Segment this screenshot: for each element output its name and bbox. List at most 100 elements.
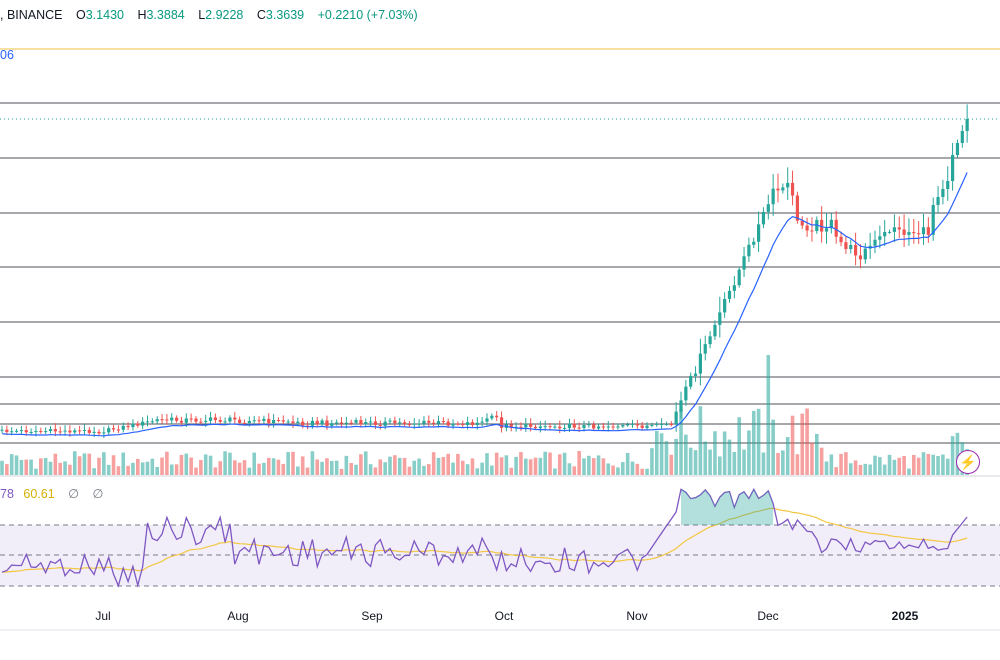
candle-body — [621, 425, 625, 427]
volume-bar — [916, 457, 921, 475]
volume-bar — [494, 452, 499, 475]
volume-bar — [140, 462, 145, 475]
volume-bar — [184, 453, 189, 475]
candle-body — [965, 119, 969, 131]
volume-bar — [873, 455, 877, 475]
candle-body — [131, 423, 135, 428]
candle-body — [369, 421, 373, 423]
candle-body — [533, 426, 538, 429]
candle-body — [921, 227, 926, 235]
candle-body — [175, 417, 179, 421]
volume-bar — [659, 433, 664, 475]
candle-body — [645, 425, 649, 428]
volume-bar — [596, 455, 601, 475]
x-axis-label: Jul — [95, 609, 110, 623]
candle-body — [844, 242, 848, 250]
candle-body — [873, 239, 877, 246]
candle-body — [14, 430, 19, 432]
lightning-icon[interactable]: ⚡ — [956, 450, 980, 474]
volume-bar — [427, 464, 431, 475]
candle-body — [912, 232, 916, 234]
volume-bar — [548, 452, 552, 475]
volume-bar — [848, 463, 853, 475]
volume-bar — [829, 454, 834, 475]
volume-bar — [912, 454, 916, 475]
volume-bar — [68, 464, 72, 475]
volume-bar — [664, 441, 669, 475]
candle-body — [34, 431, 38, 433]
volume-bar — [737, 417, 741, 475]
volume-bar — [213, 467, 218, 475]
volume-bar — [562, 452, 567, 475]
candle-body — [189, 418, 193, 420]
candle-body — [58, 431, 62, 433]
candle-body — [315, 420, 319, 425]
candle-body — [558, 426, 562, 429]
candle-body — [926, 227, 930, 235]
volume-bar — [839, 453, 843, 475]
open-value: 3.1430 — [85, 8, 124, 22]
volume-bar — [24, 459, 29, 475]
volume-bar — [693, 450, 698, 475]
candle-body — [68, 430, 72, 433]
volume-bar — [941, 454, 945, 475]
volume-bar — [533, 457, 538, 475]
volume-bar — [538, 457, 543, 475]
candle-body — [276, 419, 281, 421]
volume-bar — [844, 452, 848, 475]
volume-bar — [766, 355, 771, 475]
rsi-ma-value: 60.61 — [23, 487, 55, 501]
volume-bar — [121, 452, 126, 475]
volume-bar — [460, 460, 465, 475]
volume-bar — [815, 433, 819, 475]
volume-bar — [674, 438, 678, 475]
close-key: C — [256, 8, 266, 22]
candle-body — [262, 418, 266, 421]
candle-body — [257, 420, 261, 422]
candle-body — [955, 143, 960, 155]
candle-body — [548, 426, 552, 428]
volume-bar — [160, 457, 164, 475]
volume-bar — [300, 456, 305, 475]
candle-body — [165, 419, 169, 421]
candle-body — [786, 182, 790, 188]
low-value: 2.9228 — [205, 8, 244, 22]
volume-bar — [339, 468, 344, 475]
candle-body — [39, 431, 43, 433]
volume-bar — [82, 453, 87, 475]
ma-value-label: 06 — [0, 48, 14, 62]
candle-body — [116, 429, 120, 431]
volume-bar — [606, 463, 611, 475]
candle-body — [849, 245, 853, 250]
volume-bar — [485, 453, 489, 475]
volume-bar — [383, 462, 387, 475]
volume-bar — [805, 408, 809, 475]
candle-body — [349, 422, 353, 424]
candle-body — [761, 211, 766, 225]
ohlc-legend: , BINANCE O3.1430 H3.3884 L2.9228 C3.363… — [0, 8, 418, 22]
candle-body — [218, 419, 222, 422]
candle-body — [141, 421, 145, 426]
candle-body — [155, 419, 159, 422]
candle-body — [73, 430, 77, 433]
volume-bar — [9, 454, 14, 475]
candle-body — [199, 421, 203, 423]
volume-bar — [218, 461, 223, 475]
volume-bar — [863, 463, 868, 475]
candle-body — [611, 426, 615, 428]
volume-bar — [519, 452, 523, 475]
candle-body — [456, 423, 460, 425]
candle-body — [204, 420, 208, 423]
volume-bar — [790, 415, 795, 475]
candle-body — [606, 426, 610, 428]
candle-body — [689, 375, 693, 387]
candle-body — [432, 422, 436, 424]
volume-bar — [621, 462, 625, 475]
candle-body — [5, 429, 9, 432]
volume-bar — [417, 458, 421, 475]
volume-bar — [708, 449, 712, 475]
volume-bar — [858, 464, 863, 475]
candle-body — [757, 224, 761, 242]
volume-bar — [233, 460, 237, 475]
